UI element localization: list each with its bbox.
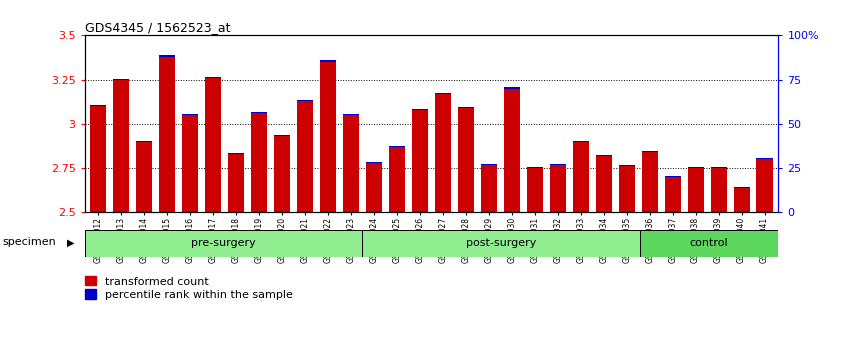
Bar <box>362 230 640 257</box>
Bar <box>274 136 290 212</box>
Bar <box>550 165 566 212</box>
Bar <box>297 101 313 212</box>
Bar <box>85 230 362 257</box>
Bar <box>596 155 612 156</box>
Text: specimen: specimen <box>3 238 57 247</box>
Bar <box>91 105 107 106</box>
Bar <box>206 76 222 78</box>
Bar <box>641 152 657 212</box>
Bar <box>136 141 152 142</box>
Bar <box>366 162 382 163</box>
Bar <box>573 141 589 142</box>
Bar <box>504 87 520 88</box>
Bar <box>481 164 497 165</box>
Bar <box>113 80 129 212</box>
Bar <box>435 94 451 212</box>
Bar <box>596 156 612 212</box>
Bar <box>756 159 772 212</box>
Bar <box>733 188 750 212</box>
Bar <box>688 167 704 168</box>
Bar <box>159 57 175 212</box>
Bar <box>251 112 267 113</box>
Bar <box>711 168 727 212</box>
Bar <box>573 142 589 212</box>
Bar <box>389 146 405 147</box>
Bar <box>389 147 405 212</box>
Bar <box>251 113 267 212</box>
Bar <box>665 177 681 212</box>
Bar <box>136 142 152 212</box>
Bar <box>458 107 474 108</box>
Bar <box>182 114 198 115</box>
Bar <box>366 163 382 212</box>
Text: ▶: ▶ <box>67 238 74 247</box>
Bar <box>481 165 497 212</box>
Text: control: control <box>689 238 728 249</box>
Bar <box>527 167 543 168</box>
Bar <box>641 151 657 152</box>
Bar <box>182 115 198 212</box>
Bar <box>435 93 451 94</box>
Text: GDS4345 / 1562523_at: GDS4345 / 1562523_at <box>85 21 230 34</box>
Bar <box>756 158 772 159</box>
Bar <box>91 106 107 212</box>
Bar <box>665 176 681 177</box>
Bar <box>550 164 566 165</box>
Bar <box>640 230 778 257</box>
Bar <box>274 135 290 136</box>
Bar <box>412 110 428 212</box>
Bar <box>159 55 175 57</box>
Bar <box>412 108 428 110</box>
Bar <box>711 167 727 168</box>
Bar <box>320 62 336 212</box>
Text: post-surgery: post-surgery <box>465 238 536 249</box>
Bar <box>320 60 336 62</box>
Bar <box>206 78 222 212</box>
Bar <box>228 154 244 212</box>
Bar <box>504 88 520 212</box>
Legend: transformed count, percentile rank within the sample: transformed count, percentile rank withi… <box>85 276 293 300</box>
Bar <box>618 166 634 212</box>
Bar <box>688 168 704 212</box>
Bar <box>458 108 474 212</box>
Bar <box>343 115 359 212</box>
Bar <box>733 187 750 188</box>
Bar <box>297 99 313 101</box>
Text: pre-surgery: pre-surgery <box>191 238 255 249</box>
Bar <box>228 153 244 154</box>
Bar <box>113 79 129 80</box>
Bar <box>343 114 359 115</box>
Bar <box>527 168 543 212</box>
